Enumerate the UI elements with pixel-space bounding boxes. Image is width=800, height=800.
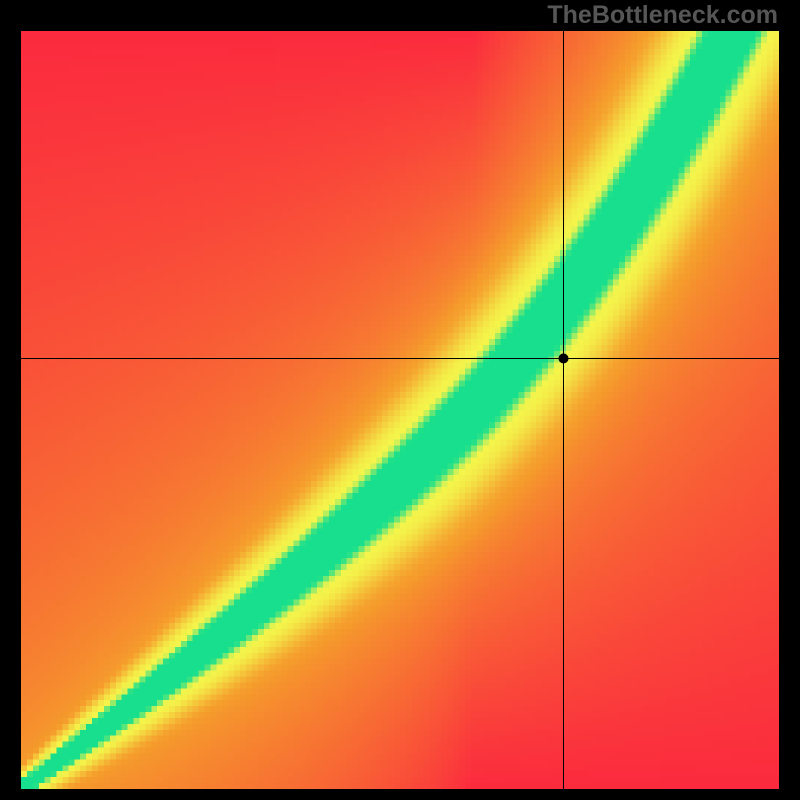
chart-container: TheBottleneck.com [0, 0, 800, 800]
watermark-text: TheBottleneck.com [547, 1, 778, 30]
crosshair-overlay [21, 31, 779, 789]
